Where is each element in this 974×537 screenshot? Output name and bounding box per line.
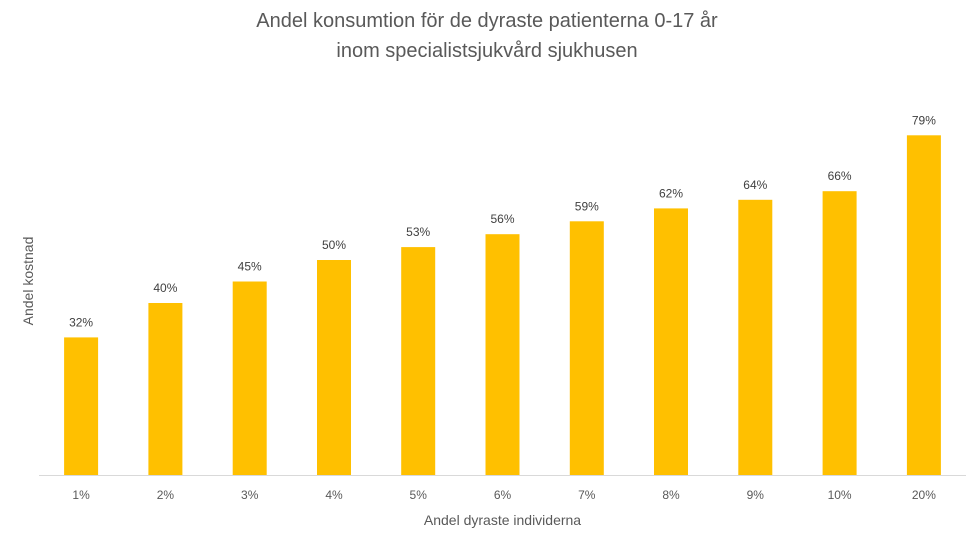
bar-9 xyxy=(738,199,773,476)
bar-8 xyxy=(654,208,688,475)
data-labels-layer: 32% 40% 45% 50% 53% 56% 59% 62% 64% 66% 79% xyxy=(69,113,936,329)
x-tick-label-3: 3% xyxy=(241,488,259,502)
bar-1 xyxy=(64,337,99,475)
data-label-3: 45% xyxy=(238,260,262,274)
chart-title-line-2: inom specialistsjukvård sjukhusen xyxy=(336,40,638,62)
data-label-9: 64% xyxy=(743,178,767,192)
x-tick-label-9: 9% xyxy=(747,488,765,502)
data-label-10: 66% xyxy=(828,169,852,183)
bar-4 xyxy=(317,260,351,475)
bars-layer xyxy=(64,135,941,476)
x-tick-label-5: 5% xyxy=(410,488,428,502)
x-tick-label-6: 6% xyxy=(494,488,512,502)
data-label-5: 53% xyxy=(406,225,430,239)
bar-3 xyxy=(232,281,267,475)
x-tick-label-1: 1% xyxy=(72,488,90,502)
y-axis-title: Andel kostnad xyxy=(20,237,36,326)
bar-2 xyxy=(148,303,183,475)
x-tick-label-7: 7% xyxy=(578,488,596,502)
x-tick-label-11: 20% xyxy=(912,488,936,502)
x-axis-title: Andel dyraste individerna xyxy=(424,512,581,528)
x-tick-label-4: 4% xyxy=(325,488,343,502)
data-label-8: 62% xyxy=(659,186,683,200)
data-label-6: 56% xyxy=(490,212,514,226)
x-tick-label-2: 2% xyxy=(157,488,175,502)
bar-10 xyxy=(822,191,857,475)
x-tick-labels-layer: 1% 2% 3% 4% 5% 6% 7% 8% 9% 10% 20% xyxy=(72,488,936,502)
x-tick-label-8: 8% xyxy=(662,488,680,502)
bar-11 xyxy=(906,135,941,476)
data-label-7: 59% xyxy=(575,199,599,213)
chart-title-line-1: Andel konsumtion för de dyraste patiente… xyxy=(256,10,718,32)
bar-7 xyxy=(569,221,604,475)
data-label-1: 32% xyxy=(69,315,93,329)
bar-5 xyxy=(401,247,436,475)
x-tick-label-10: 10% xyxy=(828,488,852,502)
bar-6 xyxy=(485,234,520,475)
data-label-11: 79% xyxy=(912,113,936,127)
data-label-4: 50% xyxy=(322,238,346,252)
data-label-2: 40% xyxy=(153,281,177,295)
